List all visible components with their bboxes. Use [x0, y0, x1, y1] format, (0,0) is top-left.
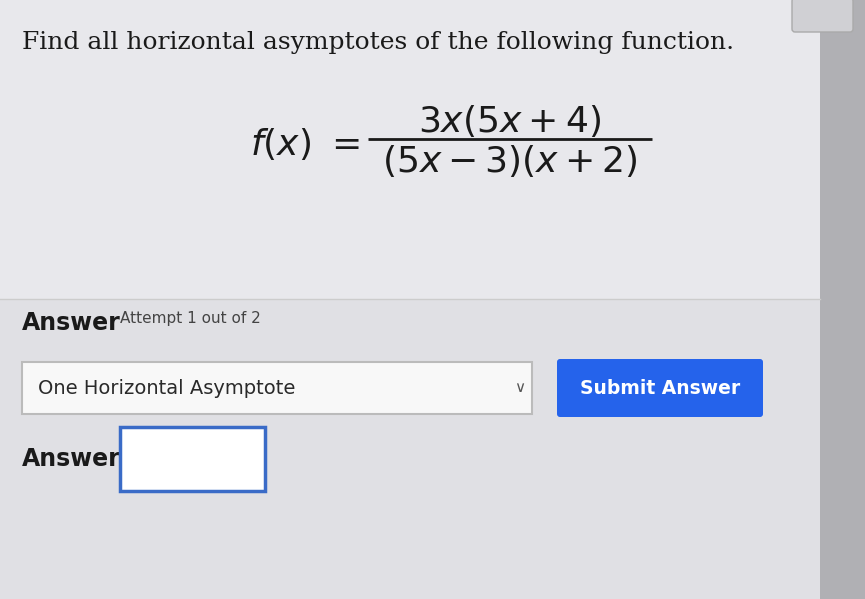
Text: Submit Answer: Submit Answer [580, 379, 740, 398]
Text: Answer:: Answer: [22, 447, 130, 471]
FancyBboxPatch shape [0, 299, 820, 599]
FancyBboxPatch shape [22, 362, 532, 414]
Text: $\vee$: $\vee$ [515, 380, 526, 395]
FancyBboxPatch shape [792, 0, 853, 32]
FancyBboxPatch shape [120, 427, 265, 491]
Text: $(5x-3)(x+2)$: $(5x-3)(x+2)$ [382, 143, 638, 179]
FancyBboxPatch shape [0, 0, 820, 599]
Text: $f(x)\ =$: $f(x)\ =$ [250, 126, 360, 162]
FancyBboxPatch shape [820, 0, 865, 599]
Text: Answer: Answer [22, 311, 121, 335]
Text: One Horizontal Asymptote: One Horizontal Asymptote [38, 379, 295, 398]
FancyBboxPatch shape [557, 359, 763, 417]
Text: $3x(5x+4)$: $3x(5x+4)$ [419, 103, 601, 139]
Text: Find all horizontal asymptotes of the following function.: Find all horizontal asymptotes of the fo… [22, 31, 734, 54]
Text: Attempt 1 out of 2: Attempt 1 out of 2 [120, 311, 260, 326]
